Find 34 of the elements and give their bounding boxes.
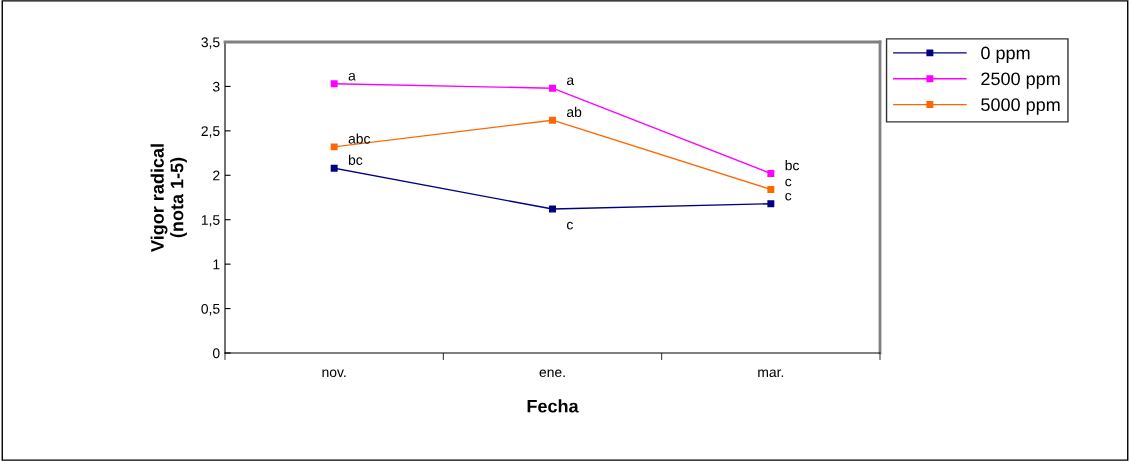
- point: [549, 205, 556, 213]
- legend-label: 5000 ppm: [981, 98, 1060, 115]
- point: [767, 200, 775, 208]
- point: [767, 170, 775, 177]
- x-tick-label: nov.: [322, 369, 346, 378]
- y-tick-label: 1,5: [201, 215, 220, 227]
- annotation: bc: [785, 160, 800, 171]
- point: [549, 84, 556, 92]
- annotation: bc: [348, 154, 363, 165]
- y-tick-label: 2: [213, 170, 220, 181]
- y-tick-label: 3: [212, 81, 220, 92]
- x-axis-title: Fecha: [527, 399, 579, 413]
- annotation: c: [785, 192, 792, 201]
- annotation: c: [566, 221, 573, 230]
- legend-label: 2500 ppm: [981, 72, 1060, 89]
- annotation: ab: [566, 106, 582, 117]
- x-tick-label: mar.: [758, 369, 784, 378]
- annotation: abc: [348, 133, 371, 144]
- point: [330, 80, 338, 88]
- y-tick-label: 0,5: [201, 303, 220, 316]
- annotation: a: [348, 72, 356, 81]
- point: [767, 186, 775, 193]
- y-tick-label: 2,5: [201, 126, 220, 138]
- point: [330, 143, 338, 151]
- x-tick-label: ene.: [539, 369, 565, 378]
- y-axis-title: Vigor radical (nota 1-5): [150, 144, 187, 252]
- point: [549, 116, 556, 124]
- legend-label: 0 ppm: [981, 46, 1030, 63]
- annotation: c: [785, 178, 792, 187]
- y-tick-label: 1: [213, 259, 220, 270]
- y-tick-label: 0: [212, 348, 220, 359]
- point: [330, 164, 338, 172]
- annotation: a: [566, 77, 575, 85]
- y-tick-label: 3,5: [201, 37, 220, 49]
